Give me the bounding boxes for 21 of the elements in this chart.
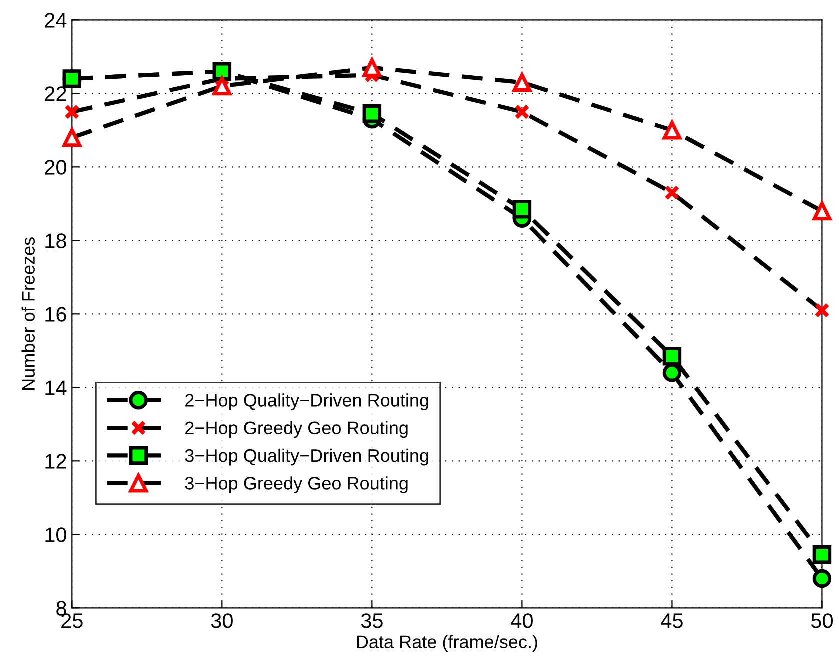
y-tick-label: 8 [56,601,66,616]
legend-label: 2−Hop Greedy Geo Routing [186,421,408,438]
y-tick-label: 20 [45,160,66,175]
y-tick-label: 16 [46,307,66,322]
x-tick-label: 45 [661,614,683,628]
y-tick-label: 18 [46,234,66,248]
legend-label: 3−Hop Quality−Driven Routing [185,448,428,466]
x-tick-label: 30 [211,614,233,628]
y-tick-label: 24 [45,13,67,28]
y-tick-label: 14 [46,380,67,396]
x-tick-label: 50 [811,614,833,628]
legend-label: 3−Hop Greedy Geo Routing [185,476,408,494]
x-tick-label: 25 [62,614,83,628]
x-tick-label: 40 [511,614,533,628]
y-axis-title: Number of Freezes [22,238,35,390]
y-tick-label: 22 [45,86,66,102]
y-tick-label: 12 [46,454,66,469]
x-tick-label: 35 [361,614,383,628]
y-tick-label: 10 [46,528,66,542]
legend-label: 2−Hop Quality−Driven Routing [186,394,428,410]
x-axis-title: Data Rate (frame/sec.) [357,635,538,652]
